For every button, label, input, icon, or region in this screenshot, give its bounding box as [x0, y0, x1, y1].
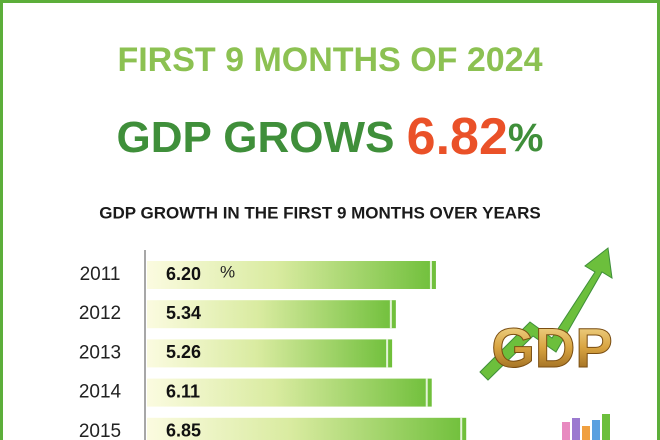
icon-bar [592, 420, 600, 440]
value-label: 6.11 [166, 381, 200, 401]
y-tick-label: 2013 [79, 342, 121, 363]
bar [147, 378, 432, 407]
y-tick-label: 2011 [80, 264, 121, 285]
bar [147, 300, 396, 329]
bar-cap [389, 300, 392, 329]
bar-cap [425, 378, 428, 407]
y-tick-label: 2014 [79, 382, 122, 403]
arrow [479, 247, 613, 381]
unit-label: % [220, 262, 235, 281]
y-tick-label: 2015 [79, 421, 121, 440]
y-tick-label: 2012 [79, 303, 121, 324]
icon-bar [582, 426, 590, 440]
value-label: 6.20 [166, 264, 201, 284]
bar [147, 417, 467, 440]
value-label: 5.34 [166, 303, 201, 323]
headline-unit: % [508, 116, 544, 160]
kicker: FIRST 9 MONTHS OF 2024 [117, 41, 542, 79]
bar-cap [386, 339, 389, 368]
bar-cap [460, 417, 463, 440]
icon-bar [602, 414, 610, 440]
chart-title: GDP GROWTH IN THE FIRST 9 MONTHS OVER YE… [99, 203, 540, 222]
badge-text: GDP [491, 316, 612, 379]
value-label: 5.26 [166, 342, 201, 362]
bar-cap [429, 261, 432, 289]
gdp-badge: GDP [479, 247, 613, 440]
headline: GDP GROWS 6.82% [117, 108, 544, 166]
icon-bar [562, 422, 570, 440]
value-label: 6.85 [166, 421, 201, 440]
bar [147, 261, 436, 289]
icon-bar [572, 418, 580, 440]
headline-value: 6.82 [407, 108, 508, 166]
headline-text: GDP GROWS [117, 113, 395, 162]
bar [147, 339, 393, 368]
